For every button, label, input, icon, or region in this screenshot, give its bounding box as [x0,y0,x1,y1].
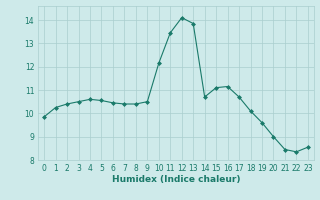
X-axis label: Humidex (Indice chaleur): Humidex (Indice chaleur) [112,175,240,184]
